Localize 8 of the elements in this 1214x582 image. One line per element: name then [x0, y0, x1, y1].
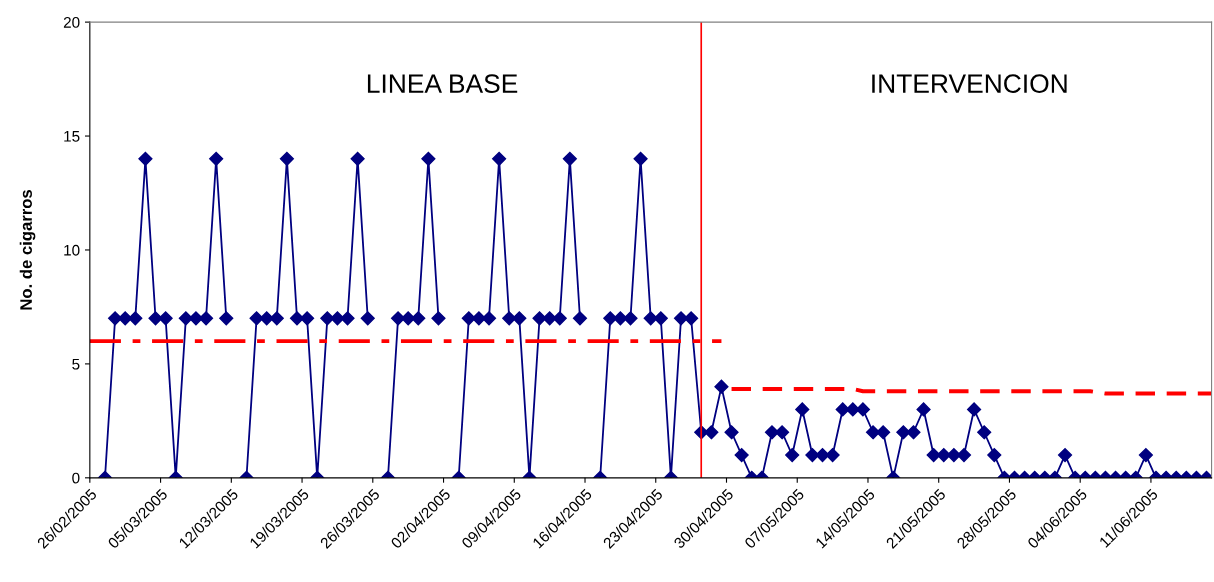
y-tick-label: 15	[64, 131, 80, 142]
y-tick-label: 5	[72, 358, 80, 370]
annotation: INTERVENCION	[872, 74, 1067, 93]
y-tick-label: 0	[72, 472, 80, 484]
annotation: LINEA BASE	[367, 74, 518, 93]
y-axis-title: No. de cigarros	[19, 189, 36, 310]
y-tick-label: 10	[64, 244, 80, 256]
y-tick-label: 20	[63, 16, 80, 28]
